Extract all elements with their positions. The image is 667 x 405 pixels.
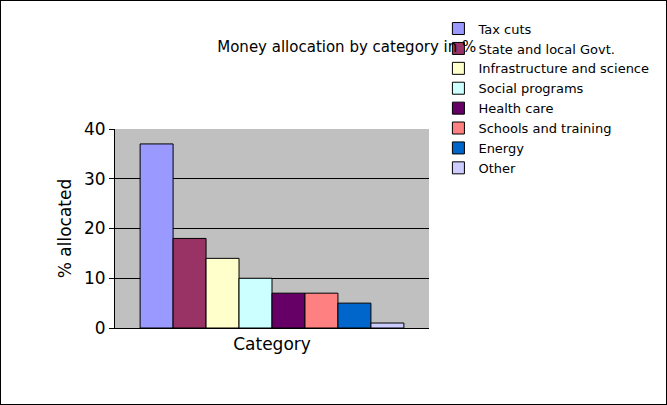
svg-text:Schools and training: Schools and training bbox=[478, 121, 611, 136]
svg-text:0: 0 bbox=[95, 318, 106, 338]
svg-text:20: 20 bbox=[84, 218, 106, 238]
svg-text:State and local Govt.: State and local Govt. bbox=[478, 42, 615, 57]
svg-text:Infrastructure and science: Infrastructure and science bbox=[478, 61, 649, 76]
svg-text:Energy: Energy bbox=[478, 141, 524, 156]
svg-text:Health care: Health care bbox=[478, 101, 553, 116]
svg-text:% allocated: % allocated bbox=[55, 179, 75, 279]
svg-text:Other: Other bbox=[478, 161, 516, 176]
svg-text:Money allocation by category i: Money allocation by category in % bbox=[217, 38, 476, 56]
svg-text:Tax cuts: Tax cuts bbox=[477, 22, 531, 37]
svg-text:10: 10 bbox=[84, 268, 106, 288]
svg-text:Category: Category bbox=[233, 334, 311, 354]
svg-text:40: 40 bbox=[84, 119, 106, 139]
svg-text:30: 30 bbox=[84, 169, 106, 189]
svg-text:Social programs: Social programs bbox=[478, 81, 583, 96]
